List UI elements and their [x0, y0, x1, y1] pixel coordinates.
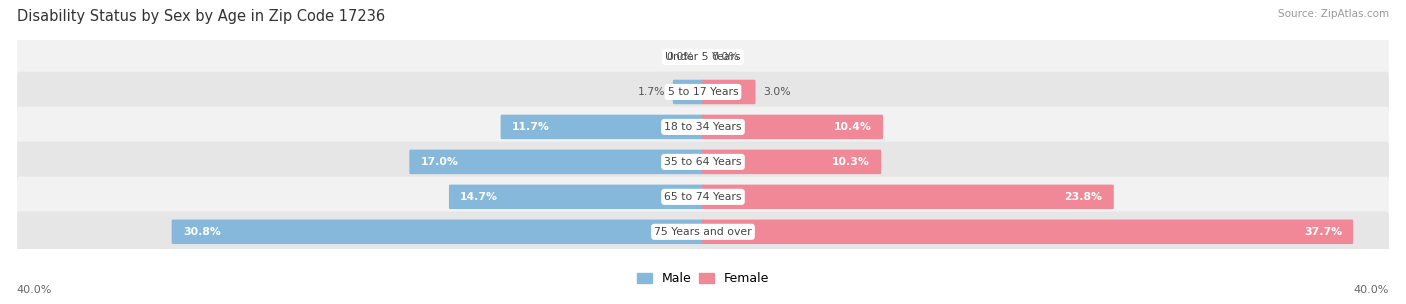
FancyBboxPatch shape	[673, 80, 704, 104]
FancyBboxPatch shape	[702, 115, 883, 139]
Text: 3.0%: 3.0%	[763, 87, 792, 97]
Text: 30.8%: 30.8%	[183, 227, 221, 237]
Text: 10.4%: 10.4%	[834, 122, 872, 132]
FancyBboxPatch shape	[702, 219, 1353, 244]
FancyBboxPatch shape	[17, 142, 1389, 182]
FancyBboxPatch shape	[17, 37, 1389, 77]
Text: Disability Status by Sex by Age in Zip Code 17236: Disability Status by Sex by Age in Zip C…	[17, 9, 385, 24]
Text: 17.0%: 17.0%	[420, 157, 458, 167]
Text: 18 to 34 Years: 18 to 34 Years	[664, 122, 742, 132]
FancyBboxPatch shape	[17, 177, 1389, 217]
FancyBboxPatch shape	[17, 212, 1389, 252]
Text: 75 Years and over: 75 Years and over	[654, 227, 752, 237]
Text: 65 to 74 Years: 65 to 74 Years	[664, 192, 742, 202]
Text: 35 to 64 Years: 35 to 64 Years	[664, 157, 742, 167]
FancyBboxPatch shape	[702, 80, 755, 104]
FancyBboxPatch shape	[409, 150, 704, 174]
FancyBboxPatch shape	[702, 185, 1114, 209]
FancyBboxPatch shape	[449, 185, 704, 209]
FancyBboxPatch shape	[17, 107, 1389, 147]
FancyBboxPatch shape	[172, 219, 704, 244]
Legend: Male, Female: Male, Female	[633, 269, 773, 289]
Text: 40.0%: 40.0%	[1354, 285, 1389, 295]
Text: 10.3%: 10.3%	[832, 157, 870, 167]
Text: 0.0%: 0.0%	[666, 52, 695, 62]
Text: 23.8%: 23.8%	[1064, 192, 1102, 202]
Text: Source: ZipAtlas.com: Source: ZipAtlas.com	[1278, 9, 1389, 19]
FancyBboxPatch shape	[702, 150, 882, 174]
Text: Under 5 Years: Under 5 Years	[665, 52, 741, 62]
Text: 5 to 17 Years: 5 to 17 Years	[668, 87, 738, 97]
Text: 0.0%: 0.0%	[711, 52, 740, 62]
Text: 40.0%: 40.0%	[17, 285, 52, 295]
Text: 11.7%: 11.7%	[512, 122, 550, 132]
FancyBboxPatch shape	[501, 115, 704, 139]
Text: 37.7%: 37.7%	[1303, 227, 1341, 237]
FancyBboxPatch shape	[17, 72, 1389, 112]
Text: 14.7%: 14.7%	[460, 192, 498, 202]
Text: 1.7%: 1.7%	[637, 87, 665, 97]
